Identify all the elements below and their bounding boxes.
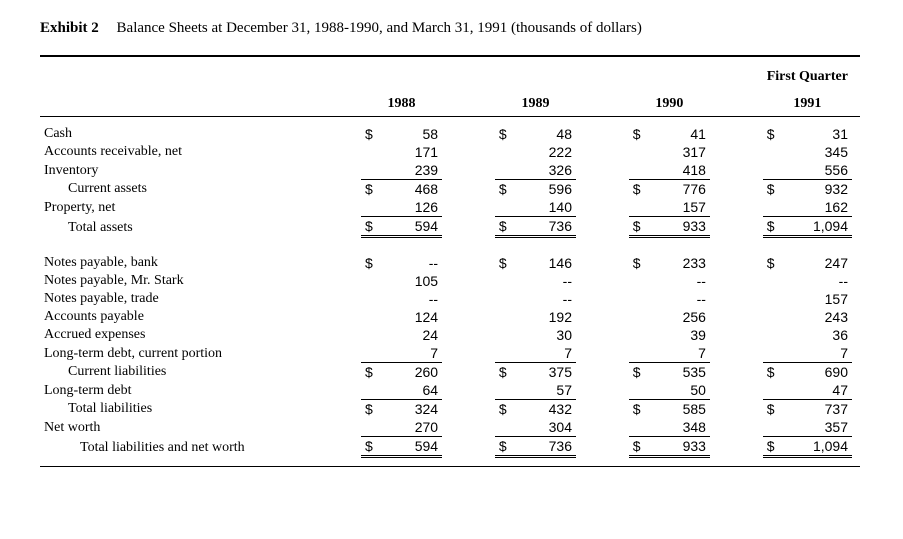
exhibit-number: Exhibit 2 (40, 20, 99, 36)
row-property: Property, net 126 140 157 162 (40, 198, 860, 217)
row-ar: Accounts receivable, net 171 222 317 345 (40, 143, 860, 161)
col-1989: 1989 (495, 86, 576, 117)
row-cash: Cash $58 $48 $41 $31 (40, 125, 860, 143)
row-total-liabilities: Total liabilities $324 $432 $585 $737 (40, 400, 860, 419)
row-total-assets: Total assets $594 $736 $933 $1,094 (40, 217, 860, 237)
row-current-assets: Current assets $468 $596 $776 $932 (40, 180, 860, 199)
col4-super: First Quarter (763, 59, 852, 86)
row-ltd-current: Long-term debt, current portion 7 7 7 7 (40, 344, 860, 363)
row-total-liab-nw: Total liabilities and net worth $594 $73… (40, 437, 860, 457)
exhibit-title: Exhibit 2 Balance Sheets at December 31,… (40, 20, 863, 37)
row-net-worth: Net worth 270 304 348 357 (40, 418, 860, 437)
col-1988: 1988 (361, 86, 442, 117)
col-1990: 1990 (629, 86, 710, 117)
row-accrued: Accrued expenses 24 30 39 36 (40, 326, 860, 344)
col-1991: 1991 (763, 86, 852, 117)
cell-label: Cash (40, 125, 361, 143)
row-ltd: Long-term debt 64 57 50 47 (40, 381, 860, 400)
balance-sheet-table: First Quarter 1988 1989 1990 1991 Cash $… (40, 55, 860, 469)
row-np-bank: Notes payable, bank $-- $146 $233 $247 (40, 254, 860, 272)
row-np-trade: Notes payable, trade -- -- -- 157 (40, 290, 860, 308)
cell-val: 58 (382, 125, 442, 143)
row-np-stark: Notes payable, Mr. Stark 105 -- -- -- (40, 272, 860, 290)
row-current-liabilities: Current liabilities $260 $375 $535 $690 (40, 363, 860, 382)
row-ap: Accounts payable 124 192 256 243 (40, 308, 860, 326)
exhibit-caption: Balance Sheets at December 31, 1988-1990… (117, 20, 642, 36)
row-inventory: Inventory 239 326 418 556 (40, 161, 860, 180)
cell-sym: $ (361, 125, 382, 143)
